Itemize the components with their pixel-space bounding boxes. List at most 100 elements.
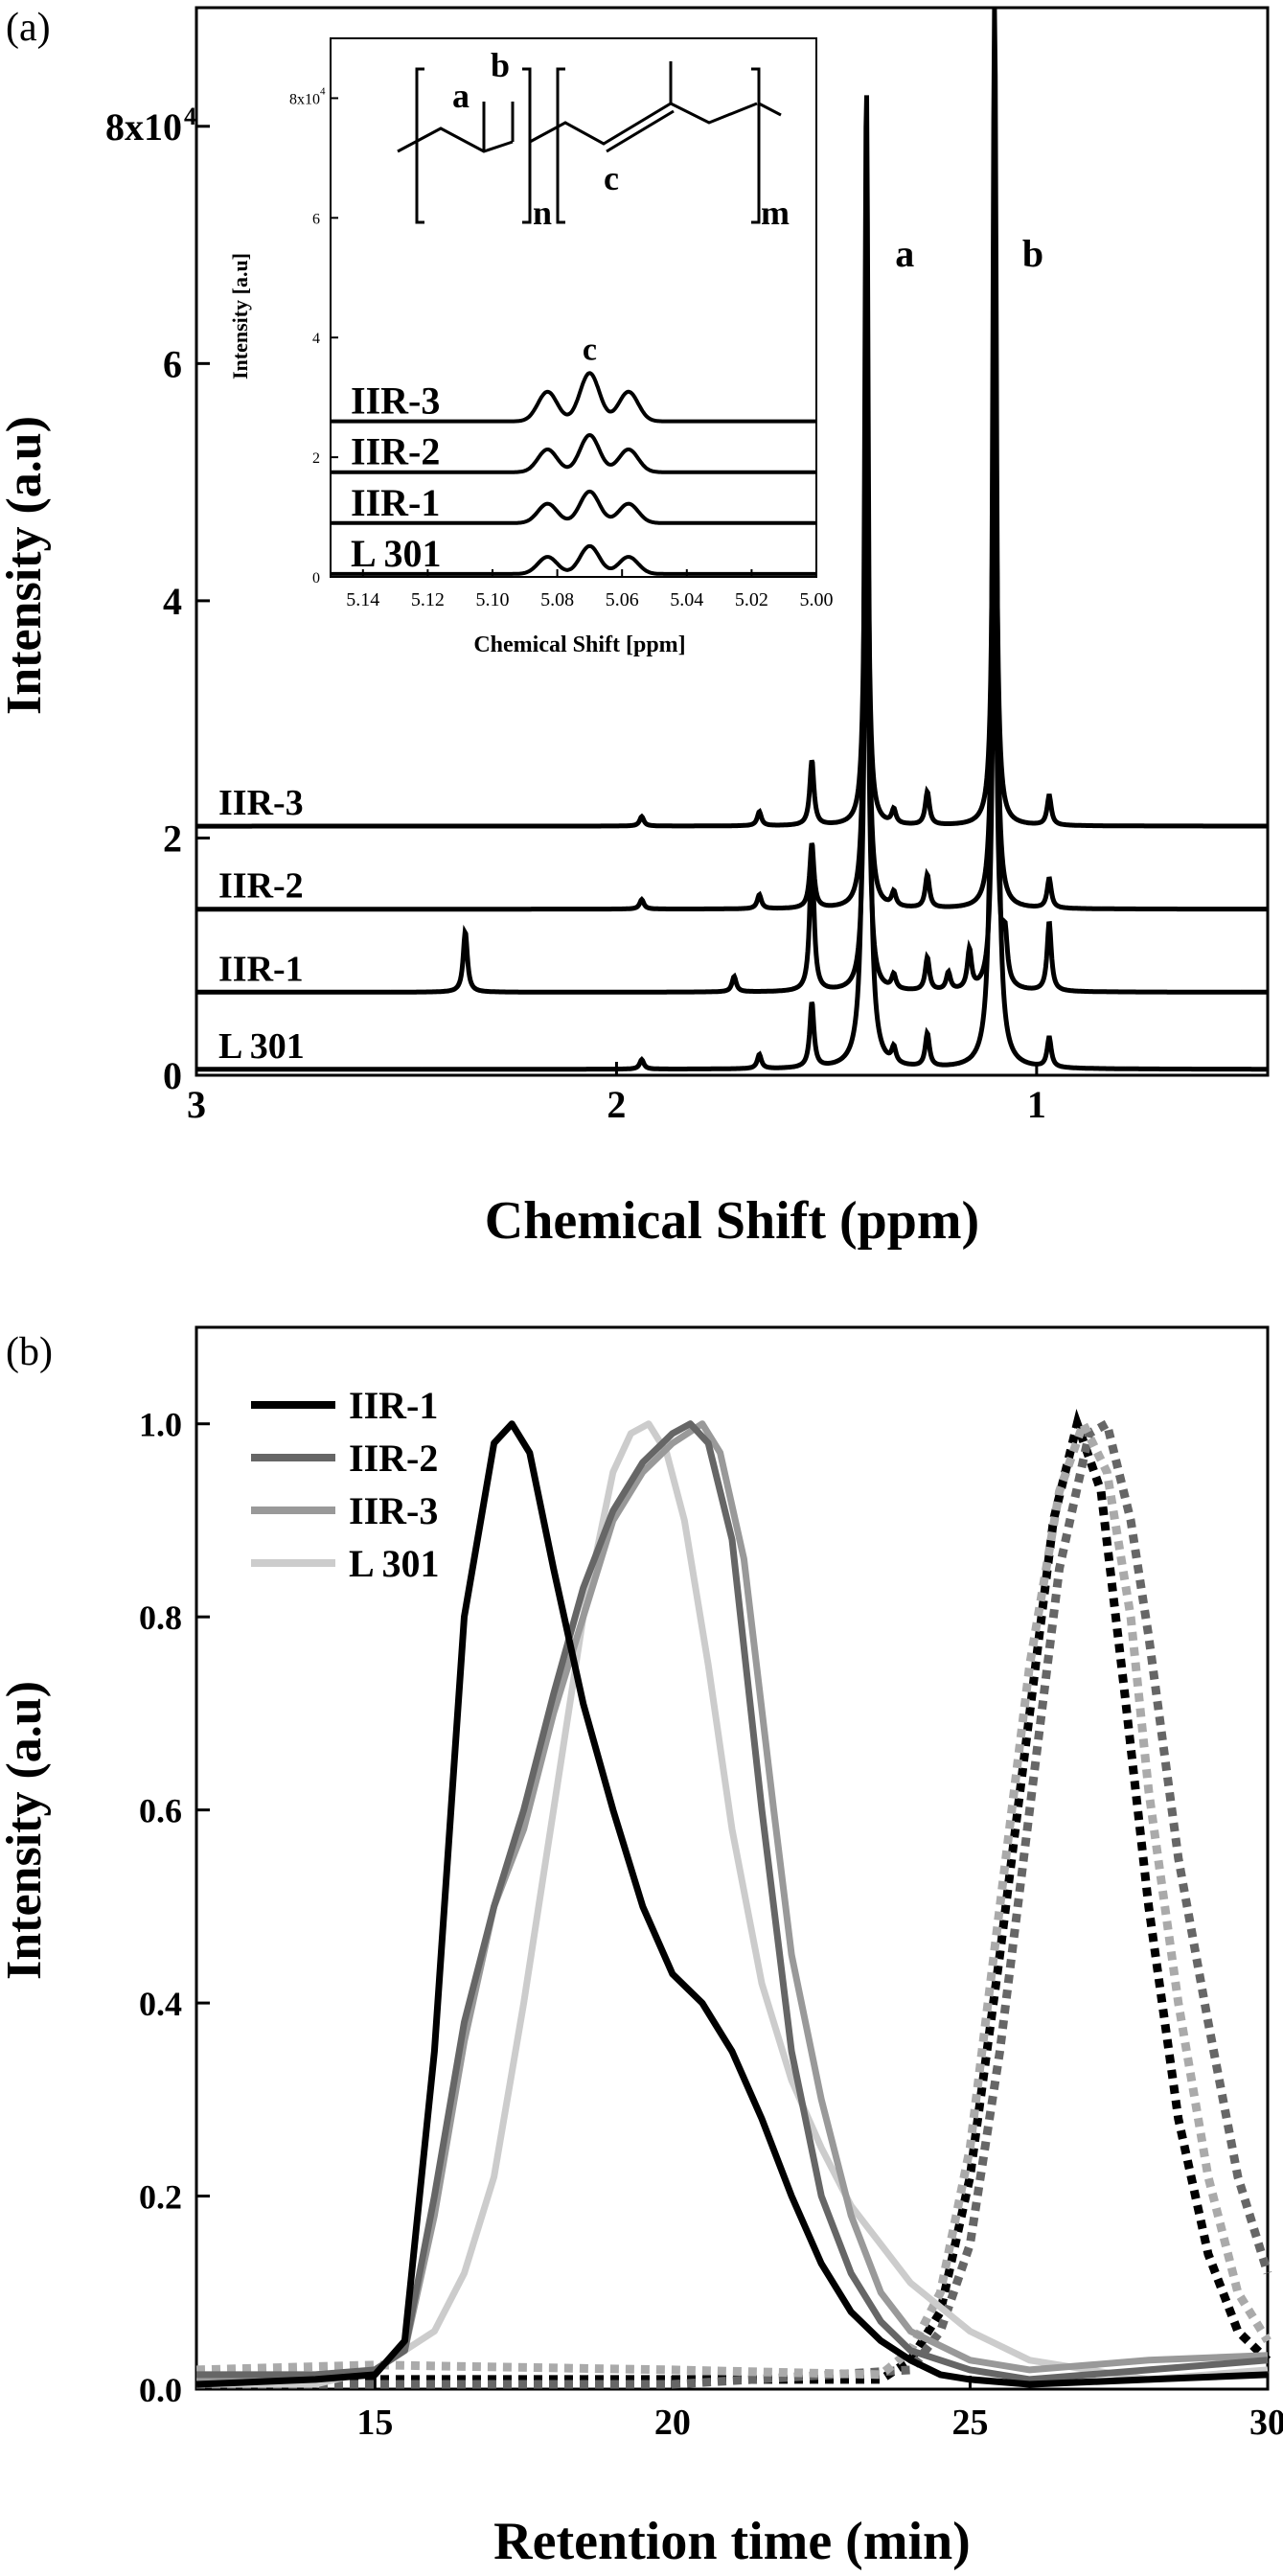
panel-b-y-tick-label: 0.8: [139, 1598, 182, 1637]
panel-b-x-axis-title: Retention time (min): [493, 2512, 971, 2571]
panel-b-y-tick-label: 0.0: [139, 2371, 182, 2409]
panel-a-plot-frame: [195, 6, 1270, 1077]
inset-x-tick-label: 5.02: [735, 589, 768, 610]
panel-a-spectra: [196, 9, 1268, 1072]
panel-b-y-tick-label: 0.6: [139, 1792, 182, 1830]
panel-a-label: (a): [6, 6, 51, 50]
inset-spectrum-iir-3: [331, 371, 816, 424]
legend-label-l-301: L 301: [349, 1542, 439, 1585]
curve-iir-2: [196, 1420, 1269, 2383]
structure-label-n: n: [533, 194, 552, 232]
panel-b-y-tick-label: 0.4: [139, 1985, 182, 2023]
inset-y-tick-label: 4: [312, 331, 320, 347]
panel-b-label: (b): [6, 1330, 53, 1374]
legend-label-iir-2: IIR-2: [349, 1437, 438, 1480]
panel-b: (b) 0.00.20.40.60.81.0 15 20 25 30 IIR-1IIR…: [0, 1325, 1283, 2571]
panel-a-series-labels: L 301 IIR-1 IIR-2 IIR-3: [218, 783, 305, 1067]
panel-b-x-tick-label: 25: [951, 2403, 988, 2443]
inset-spectrum-l-301: [331, 543, 816, 576]
peak-annotation-b: b: [1022, 232, 1043, 275]
inset-y-tick-label: 8x10: [289, 91, 320, 107]
inset-y-tick-label: 6: [312, 211, 320, 227]
panel-b-x-tick-label: 15: [356, 2403, 393, 2443]
spectrum-l-301: [196, 9, 1268, 1072]
structure-double-bond: [606, 109, 675, 153]
inset-y-tick-exponent: 4: [320, 85, 326, 97]
inset-y-axis-title: Intensity [a.u]: [228, 253, 252, 380]
panel-a-y-tick-label: 2: [163, 816, 182, 860]
structure-bracket-n-right: [522, 67, 532, 224]
inset-x-axis-title: Chemical Shift [ppm]: [473, 632, 685, 657]
inset-spectrum-iir-1: [331, 489, 816, 525]
panel-b-x-tick-label: 30: [1249, 2403, 1283, 2443]
structure-isoprene-chain: [529, 102, 758, 146]
structure-label-a: a: [452, 77, 470, 115]
dashed-curve-3: [195, 1413, 1272, 2380]
panel-b-dashed-curves: [195, 1409, 1272, 2389]
panel-b-y-axis-title: Intensity (a.u): [0, 1681, 52, 1980]
inset-y-tick-label: 2: [312, 450, 320, 467]
legend-label-iir-3: IIR-3: [349, 1489, 438, 1532]
spectrum-iir-1: [196, 485, 1268, 995]
panel-b-x-ticks: 15 20 25 30: [356, 2376, 1283, 2443]
inset-series-label-iir-1: IIR-1: [351, 481, 440, 524]
panel-a-x-axis-title: Chemical Shift (ppm): [485, 1191, 979, 1251]
panel-b-curves: [195, 1420, 1269, 2388]
panel-b-y-ticks: 0.0 0.2 0.4 0.6 0.8 1.0: [139, 1406, 210, 2409]
panel-a-y-tick-label: 6: [163, 342, 182, 385]
inset-x-tick-label: 5.10: [476, 589, 510, 610]
inset-series-label-iir-2: IIR-2: [351, 430, 440, 473]
panel-a-x-tick-label: 2: [607, 1083, 626, 1126]
panel-a-x-tick-label: 1: [1027, 1083, 1046, 1126]
inset-x-tick-label: 5.00: [800, 589, 834, 610]
inset-series-label-iir-3: IIR-3: [351, 380, 440, 423]
panel-b-plot-frame: [195, 1325, 1270, 2391]
panel-b-y-tick-label: 0.2: [139, 2178, 182, 2217]
peak-annotation-a: a: [895, 232, 914, 275]
series-label-iir-1: IIR-1: [218, 949, 304, 989]
inset-spectra: [331, 371, 816, 576]
spectrum-iir-2: [196, 376, 1268, 912]
inset-spectrum-iir-2: [331, 432, 816, 474]
inset-y-tick-label: 0: [312, 570, 320, 586]
panel-a-x-tick-label: 3: [187, 1083, 206, 1126]
series-label-l-301: L 301: [218, 1026, 305, 1067]
inset-x-tick-label: 5.12: [411, 589, 445, 610]
inset-x-tick-label: 5.08: [540, 589, 574, 610]
structure-bracket-m-right: [751, 67, 761, 224]
chemical-structure: [397, 61, 782, 224]
structure-label-c: c: [604, 159, 619, 197]
structure-label-b: b: [491, 46, 510, 84]
curve-iir-1: [195, 1420, 1269, 2388]
inset-series-labels: L 301 IIR-1 IIR-2 IIR-3: [351, 380, 441, 575]
inset-x-tick-label: 5.04: [670, 589, 703, 610]
series-label-iir-3: IIR-3: [218, 783, 304, 823]
structure-bracket-m-left: [556, 67, 565, 224]
inset-x-tick-label: 5.06: [606, 589, 639, 610]
spectrum-iir-3: [196, 328, 1268, 829]
panel-b-y-tick-label: 1.0: [139, 1406, 182, 1444]
structure-bracket-n-left: [415, 67, 424, 224]
structure-label-m: m: [761, 194, 790, 232]
structure-isobutylene-backbone: [397, 126, 514, 153]
inset-x-ticks: 5.14 5.12 5.10 5.08 5.06 5.04 5.02 5.00: [346, 569, 834, 610]
inset-x-tick-label: 5.14: [346, 589, 379, 610]
panel-a-y-tick-label: 4: [163, 580, 182, 623]
inset-plot-frame: [330, 37, 817, 578]
panel-b-x-tick-label: 20: [654, 2403, 691, 2443]
series-label-iir-2: IIR-2: [218, 866, 304, 907]
legend-label-iir-1: IIR-1: [349, 1384, 438, 1427]
panel-a-y-axis-title: Intensity (a.u): [0, 416, 52, 715]
panel-a-y-tick-label: 0: [163, 1054, 182, 1097]
dashed-curve-1: [196, 1409, 1272, 2384]
panel-b-legend: IIR-1 IIR-2 IIR-3 L 301: [251, 1384, 439, 1585]
structure-chain-end: [758, 102, 782, 117]
panel-a-y-tick-exponent: 4: [184, 103, 196, 130]
inset-series-label-l-301: L 301: [351, 532, 441, 575]
